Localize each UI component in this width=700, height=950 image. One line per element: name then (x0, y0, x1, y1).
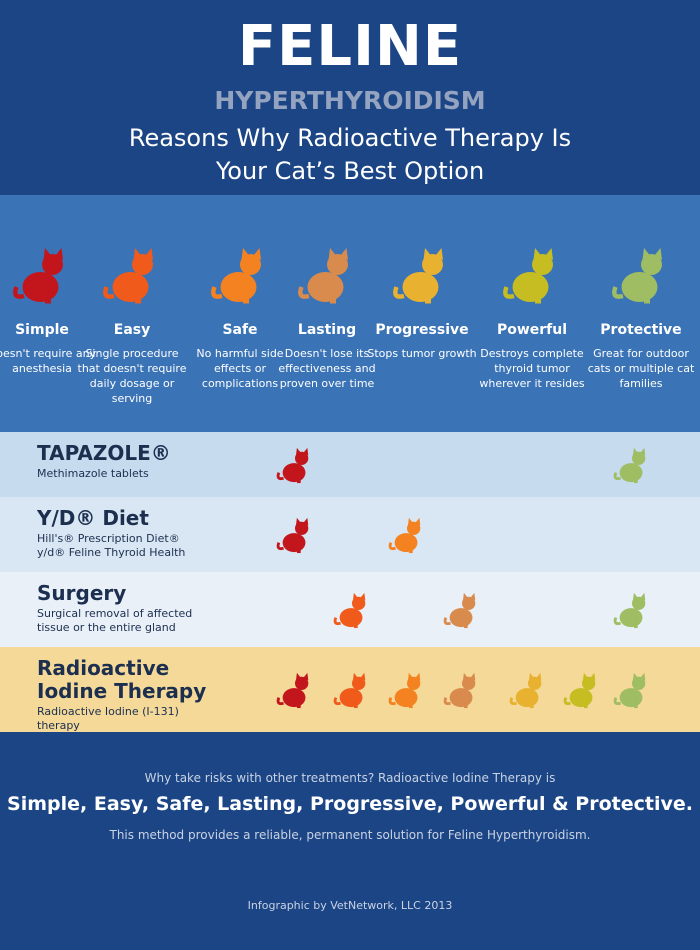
benefit-name: Progressive (375, 322, 469, 338)
footer-summary: Simple, Easy, Safe, Lasting, Progressive… (7, 793, 693, 815)
cat-icon (13, 248, 63, 304)
benefit-name: Easy (113, 322, 151, 338)
treatment-description: Methimazole tablets (37, 467, 149, 480)
footer-question: Why take risks with other treatments? Ra… (144, 771, 556, 785)
cat-icon (393, 248, 443, 304)
benefit-description: Doesn't lose its effectiveness and prove… (278, 347, 376, 390)
cat-icon (613, 592, 646, 628)
cat-icon (612, 248, 662, 304)
cat-icon (276, 672, 309, 708)
cat-icon (503, 248, 553, 304)
cat-icon (333, 672, 366, 708)
benefit-description: No harmful side effects or complications (196, 347, 284, 390)
benefit-description: Stops tumor growth (367, 347, 477, 360)
treatment-row (0, 497, 700, 572)
cat-icon (103, 248, 153, 304)
treatment-name: Radioactive Iodine Therapy (37, 656, 207, 703)
treatment-description: Surgical removal of affected tissue or t… (37, 607, 193, 634)
treatment-description: Hill's® Prescription Diet® y/d® Feline T… (37, 532, 186, 559)
cat-icon (443, 672, 476, 708)
cat-icon (298, 248, 348, 304)
treatment-name: TAPAZOLE® (37, 441, 171, 465)
cat-icon (613, 447, 646, 483)
cat-icon (211, 248, 261, 304)
benefit-name: Lasting (297, 322, 357, 338)
benefit-name: Powerful (496, 322, 568, 338)
treatment-row (0, 432, 700, 497)
benefit-name: Safe (222, 322, 258, 338)
benefit-description: Single procedure that doesn't require da… (77, 347, 187, 405)
cat-icon (333, 592, 366, 628)
cat-icon (563, 672, 596, 708)
benefits-panel (0, 195, 700, 432)
cat-icon (443, 592, 476, 628)
cat-icon (509, 672, 542, 708)
treatment-name: Y/D® Diet (37, 506, 149, 530)
benefit-description: Great for outdoor cats or multiple cat f… (587, 347, 695, 390)
cat-icon (276, 517, 309, 553)
cat-icon (613, 672, 646, 708)
footer-note: This method provides a reliable, permane… (109, 828, 591, 842)
cat-icon (388, 672, 421, 708)
cat-icon (276, 447, 309, 483)
cat-icon (388, 517, 421, 553)
title: FELINE (237, 14, 463, 79)
footer-credit: Infographic by VetNetwork, LLC 2013 (247, 899, 453, 912)
header-panel (0, 0, 700, 195)
subtitle: HYPERTHYROIDISM (214, 86, 486, 115)
benefit-description: Destroys complete thyroid tumor wherever… (479, 347, 585, 390)
tagline: Reasons Why Radioactive Therapy Is Your … (128, 124, 572, 185)
benefit-name: Protective (600, 322, 682, 338)
treatment-description: Radioactive Iodine (I-131) therapy (37, 705, 179, 732)
benefit-name: Simple (15, 322, 69, 338)
benefit-description: Doesn't require any anesthesia (0, 347, 97, 375)
treatment-name: Surgery (37, 581, 127, 605)
